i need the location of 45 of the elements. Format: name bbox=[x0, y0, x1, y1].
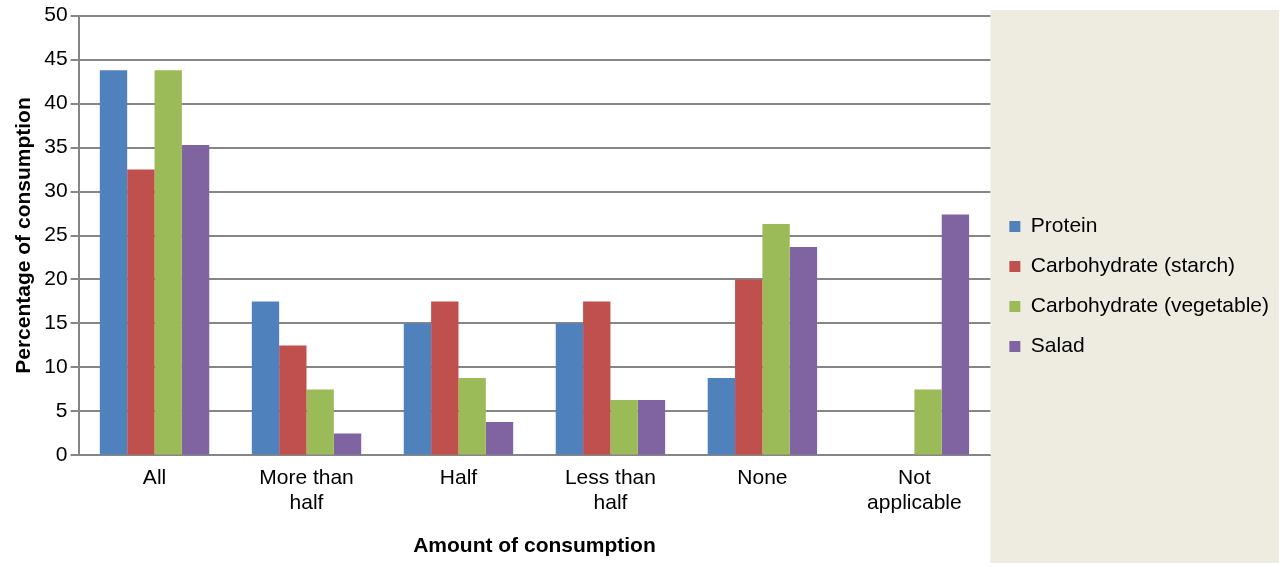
x-tick-label: Less than half bbox=[564, 464, 656, 513]
bar bbox=[458, 378, 486, 455]
legend-label: Protein bbox=[1030, 213, 1098, 237]
bar bbox=[306, 389, 334, 455]
bar bbox=[583, 301, 611, 455]
x-tick-label: More than half bbox=[259, 464, 354, 513]
legend-label: Carbohydrate (starch) bbox=[1030, 253, 1236, 277]
bar bbox=[279, 345, 307, 455]
y-axis-title: Percentage of consumption bbox=[11, 97, 35, 374]
bar bbox=[789, 246, 818, 455]
bar bbox=[403, 323, 432, 455]
bar bbox=[941, 214, 970, 455]
bar bbox=[431, 301, 459, 455]
bar bbox=[914, 389, 942, 455]
legend-label: Salad bbox=[1030, 333, 1085, 357]
bar bbox=[735, 279, 763, 455]
x-tick-label: Not applicable bbox=[867, 464, 962, 513]
bar bbox=[762, 224, 790, 455]
legend-label: Carbohydrate (vegetable) bbox=[1030, 293, 1269, 317]
bar bbox=[154, 70, 182, 455]
bar bbox=[333, 433, 362, 455]
bar bbox=[555, 323, 584, 455]
y-tick-label: 5 bbox=[55, 398, 68, 422]
x-axis-title: Amount of consumption bbox=[413, 533, 656, 557]
y-tick-label: 10 bbox=[44, 354, 68, 378]
x-tick-label: All bbox=[142, 464, 167, 488]
bar bbox=[127, 169, 155, 455]
bar bbox=[707, 378, 736, 455]
bar bbox=[485, 421, 514, 455]
y-tick-label: 45 bbox=[44, 46, 68, 70]
y-tick-label: 25 bbox=[44, 222, 68, 246]
y-tick-label: 30 bbox=[44, 178, 68, 202]
bar bbox=[637, 399, 666, 455]
x-tick-label: None bbox=[737, 464, 788, 488]
x-tick-label: Half bbox=[439, 464, 478, 488]
bar bbox=[99, 70, 128, 455]
y-tick-label: 15 bbox=[44, 310, 68, 334]
y-tick-label: 20 bbox=[44, 266, 68, 290]
bar bbox=[181, 144, 210, 455]
y-tick-label: 35 bbox=[44, 134, 68, 158]
y-tick-label: 40 bbox=[44, 90, 68, 114]
bar bbox=[610, 399, 638, 455]
bar bbox=[251, 301, 280, 455]
y-tick-label: 0 bbox=[55, 442, 68, 466]
y-tick-label: 50 bbox=[44, 2, 68, 26]
